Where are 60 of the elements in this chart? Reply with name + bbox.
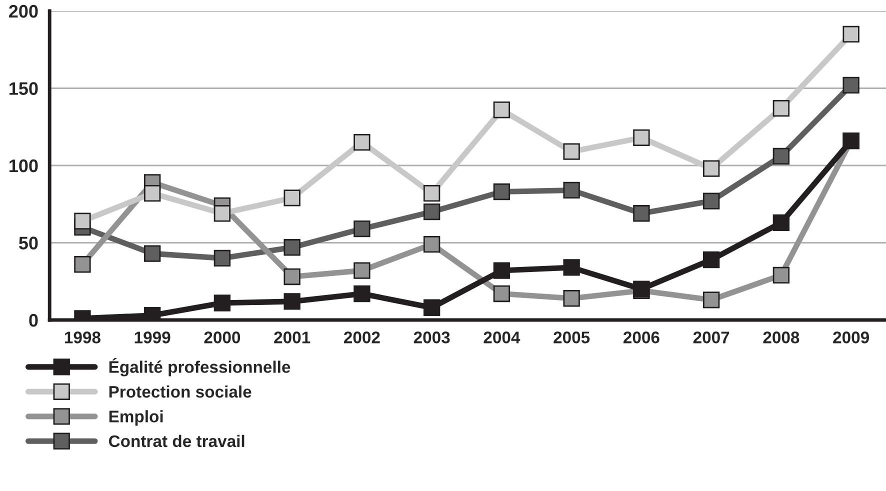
- point: [702, 192, 720, 210]
- point: [493, 102, 510, 118]
- point: [284, 190, 300, 206]
- x-tick-label: 2009: [833, 332, 869, 344]
- point: [74, 212, 91, 230]
- point: [214, 205, 231, 222]
- point: [423, 236, 440, 253]
- legend-label: Égalité professionnelle: [109, 358, 290, 376]
- point: [144, 184, 161, 202]
- point: [842, 26, 860, 43]
- x-tick-label: 2008: [763, 332, 800, 344]
- y-tick-label: 100: [10, 159, 38, 172]
- point: [423, 299, 440, 316]
- x-tick-label: 2000: [204, 332, 240, 344]
- point: [633, 129, 650, 146]
- point: [144, 245, 161, 262]
- point: [214, 250, 231, 267]
- point: [772, 214, 790, 231]
- point: [354, 285, 370, 302]
- point: [354, 134, 370, 151]
- point: [563, 143, 580, 160]
- x-tick-label: 2007: [693, 332, 730, 344]
- point: [633, 205, 650, 222]
- x-tick-label: 2003: [414, 332, 450, 344]
- legend-label: Emploi: [109, 410, 163, 426]
- x-tick-label: 1999: [134, 332, 170, 344]
- x-tick-label: 2001: [274, 332, 310, 344]
- point: [702, 160, 720, 177]
- point: [354, 220, 370, 238]
- y-tick-label: 50: [18, 236, 38, 250]
- point: [772, 148, 790, 165]
- point: [214, 294, 231, 312]
- legend-label: Contrat de travail: [108, 434, 244, 448]
- point: [772, 100, 790, 117]
- point: [563, 182, 580, 199]
- point: [563, 290, 580, 307]
- y-tick-label: 200: [9, 4, 38, 18]
- y-tick-label: 150: [10, 82, 38, 95]
- point: [493, 262, 510, 279]
- point: [354, 262, 370, 279]
- point: [563, 259, 580, 276]
- point: [842, 76, 860, 94]
- x-tick-label: 2006: [623, 332, 660, 344]
- legend-label: Protection sociale: [109, 385, 252, 398]
- point: [772, 266, 790, 284]
- point: [284, 268, 300, 286]
- point: [702, 251, 720, 268]
- point: [423, 184, 440, 202]
- point: [284, 293, 300, 310]
- point: [702, 292, 720, 308]
- point: [284, 239, 300, 256]
- point: [493, 183, 510, 200]
- point: [493, 285, 510, 302]
- x-tick-label: 2004: [484, 332, 520, 344]
- point: [423, 204, 440, 220]
- x-tick-label: 2005: [554, 332, 590, 344]
- point: [74, 256, 91, 273]
- x-tick-label: 2002: [344, 332, 380, 344]
- y-tick-label: 0: [29, 314, 38, 327]
- x-tick-label: 1998: [64, 332, 100, 344]
